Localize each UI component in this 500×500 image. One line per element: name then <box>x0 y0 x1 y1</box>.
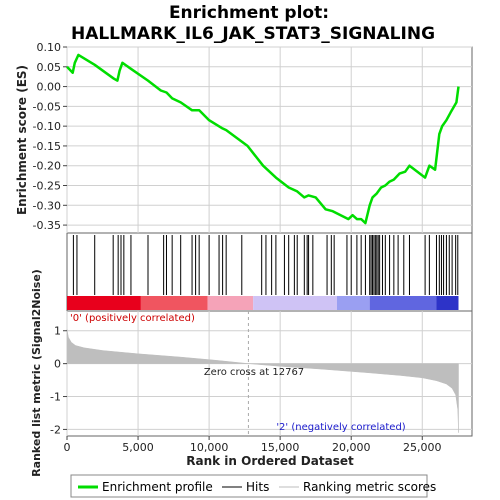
colorbar-segment <box>207 296 254 310</box>
metric-y-tick-label: 1 <box>54 325 61 338</box>
colorbar-segment <box>67 296 141 310</box>
es-y-tick-label: -0.05 <box>33 100 61 113</box>
ranking-metric-area <box>66 329 459 433</box>
chart-subtitle: HALLMARK_IL6_JAK_STAT3_SIGNALING <box>71 24 435 44</box>
metric-y-tick-label: -2 <box>50 423 61 436</box>
x-tick-label: 20,000 <box>332 441 371 454</box>
chart-title: Enrichment plot: <box>169 3 329 23</box>
es-y-tick-label: -0.30 <box>33 199 61 212</box>
es-y-tick-label: 0.00 <box>37 81 62 94</box>
negative-correlation-label: '2' (negatively correlated) <box>276 422 405 433</box>
enrichment-profile-line <box>66 53 460 225</box>
es-y-tick-label: -0.20 <box>33 160 61 173</box>
x-tick-label: 0 <box>64 441 71 454</box>
legend-hits-label: Hits <box>246 480 269 494</box>
x-tick-label: 25,000 <box>403 441 442 454</box>
colorbar-segment <box>436 296 459 310</box>
x-tick-label: 10,000 <box>190 441 229 454</box>
zero-cross-label: Zero cross at 12767 <box>204 367 304 378</box>
hits-group <box>72 235 459 295</box>
metric-y-axis-label: Ranked list metric (Signal2Noise) <box>30 269 43 477</box>
x-axis-label: Rank in Ordered Dataset <box>186 454 354 468</box>
colorbar-segment <box>253 296 337 310</box>
es-y-ticks: 0.10 0.05 0.00 -0.05 -0.10 -0.15 -0.20 -0.25 -0.… <box>33 41 67 232</box>
legend-box <box>70 474 428 498</box>
metric-y-tick-label: 0 <box>54 358 61 371</box>
es-y-tick-label: -0.15 <box>33 140 61 153</box>
es-y-tick-label: -0.10 <box>33 120 61 133</box>
es-y-tick-label: 0.10 <box>37 41 62 54</box>
es-y-tick-label: -0.35 <box>33 219 61 232</box>
es-grid <box>66 46 472 233</box>
metric-y-tick-label: -1 <box>50 391 61 404</box>
metric-y-ticks: 1 0 -1 -2 <box>50 325 67 436</box>
x-axis-ticks: 0 5,000 10,000 15,000 20,000 25,000 <box>64 436 442 454</box>
es-y-axis-label: Enrichment score (ES) <box>15 65 29 215</box>
legend: Enrichment profile Hits Ranking metric s… <box>70 474 436 498</box>
legend-profile-label: Enrichment profile <box>102 480 213 494</box>
es-line-group <box>66 53 460 225</box>
x-tick-label: 15,000 <box>261 441 300 454</box>
x-tick-label: 5,000 <box>122 441 154 454</box>
colorbar-segment <box>369 296 437 310</box>
rank-colorbar <box>67 296 459 310</box>
positive-correlation-label: '0' (positively correlated) <box>70 313 195 324</box>
legend-metric-label: Ranking metric scores <box>303 480 436 494</box>
es-y-tick-label: -0.25 <box>33 180 61 193</box>
colorbar-segment <box>337 296 370 310</box>
colorbar-segment <box>140 296 208 310</box>
metric-area-group <box>66 329 459 433</box>
es-panel <box>66 46 473 234</box>
es-y-tick-label: 0.05 <box>37 61 62 74</box>
